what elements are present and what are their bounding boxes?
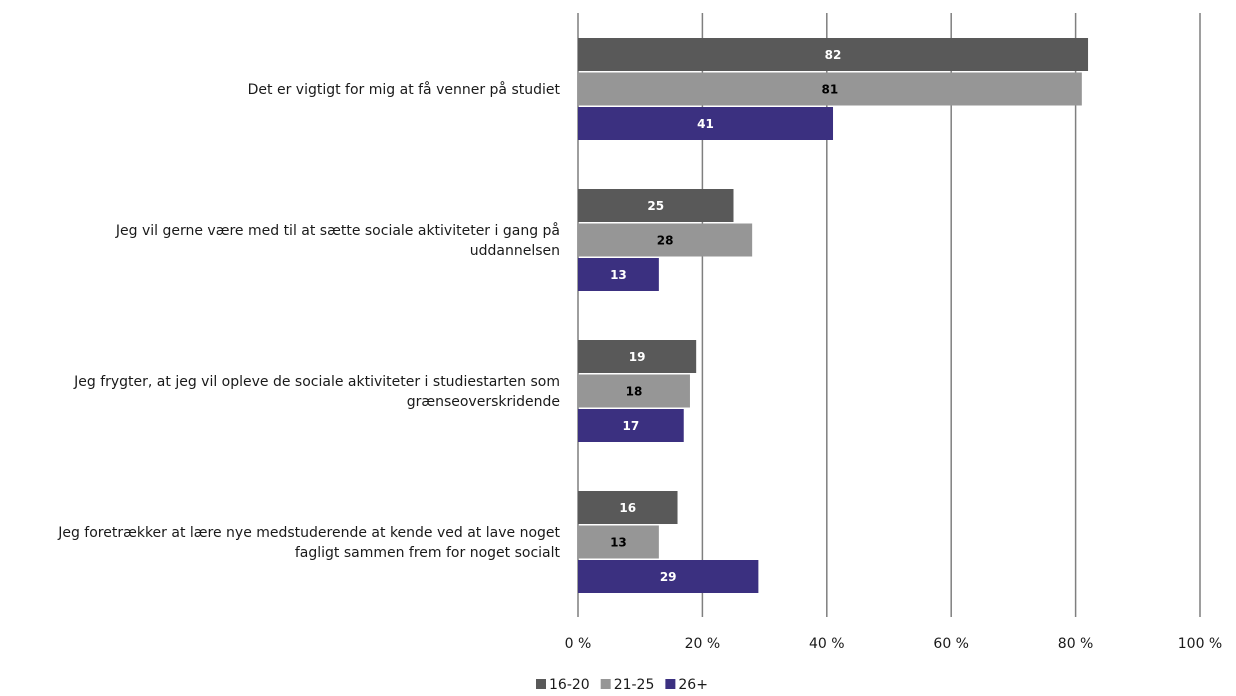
- legend-swatch-21-25: [600, 679, 611, 689]
- x-tick-label-20: 20 %: [685, 636, 721, 652]
- data-label-16-20-cat1: 82: [825, 48, 842, 62]
- data-label-26+-cat1: 41: [697, 117, 714, 131]
- bar-16-20-cat4: [578, 491, 678, 524]
- x-tick-label-100: 100 %: [1178, 636, 1222, 652]
- category-label-3: Jeg frygter, at jeg vil opleve de social…: [73, 374, 560, 410]
- bar-26+-cat1: [578, 107, 834, 140]
- bar-21-25-cat1: [578, 72, 1082, 106]
- x-tick-label-0: 0 %: [565, 636, 592, 652]
- data-label-16-20-cat3: 19: [629, 350, 646, 364]
- x-tick-label-60: 60 %: [933, 636, 969, 652]
- bar-21-25-cat2: [578, 223, 753, 257]
- legend-label-26+: 26+: [678, 677, 708, 693]
- data-label-26+-cat3: 17: [623, 419, 640, 433]
- category-label-2: Jeg vil gerne være med til at sætte soci…: [115, 222, 560, 259]
- bar-16-20-cat1: [578, 38, 1089, 71]
- bar-16-20-cat2: [578, 189, 734, 222]
- bar-21-25-cat4: [578, 525, 659, 559]
- data-label-26+-cat4: 29: [660, 570, 677, 584]
- x-tick-label-40: 40 %: [809, 636, 845, 652]
- x-tick-label-80: 80 %: [1058, 636, 1094, 652]
- category-label-1: Det er vigtigt for mig at få venner på s…: [248, 81, 561, 98]
- data-label-16-20-cat2: 25: [647, 199, 664, 213]
- bar-16-20-cat3: [578, 340, 697, 373]
- legend: 16-20 21-25 26+: [536, 677, 708, 693]
- bars: 82 81 41 25 28 13 19 18 17 16 13 29: [578, 38, 1089, 593]
- category-label-4: Jeg foretrækker at lære nye medstuderend…: [57, 525, 560, 561]
- data-label-21-25-cat1: 81: [822, 83, 839, 97]
- data-label-21-25-cat4: 13: [610, 536, 627, 550]
- bar-26+-cat4: [578, 560, 759, 593]
- data-label-26+-cat2: 13: [610, 268, 627, 282]
- legend-label-16-20: 16-20: [549, 677, 590, 693]
- bar-26+-cat2: [578, 258, 659, 291]
- legend-label-21-25: 21-25: [614, 677, 655, 693]
- legend-swatch-16-20: [536, 679, 546, 689]
- x-axis-ticks: 0 % 20 % 40 % 60 % 80 % 100 %: [565, 636, 1223, 652]
- bar-26+-cat3: [578, 409, 684, 442]
- data-label-16-20-cat4: 16: [619, 501, 636, 515]
- legend-swatch-26+: [665, 679, 676, 689]
- data-label-21-25-cat2: 28: [657, 234, 674, 248]
- bar-21-25-cat3: [578, 374, 690, 408]
- category-labels: Det er vigtigt for mig at få venner på s…: [57, 81, 560, 561]
- data-label-21-25-cat3: 18: [626, 385, 643, 399]
